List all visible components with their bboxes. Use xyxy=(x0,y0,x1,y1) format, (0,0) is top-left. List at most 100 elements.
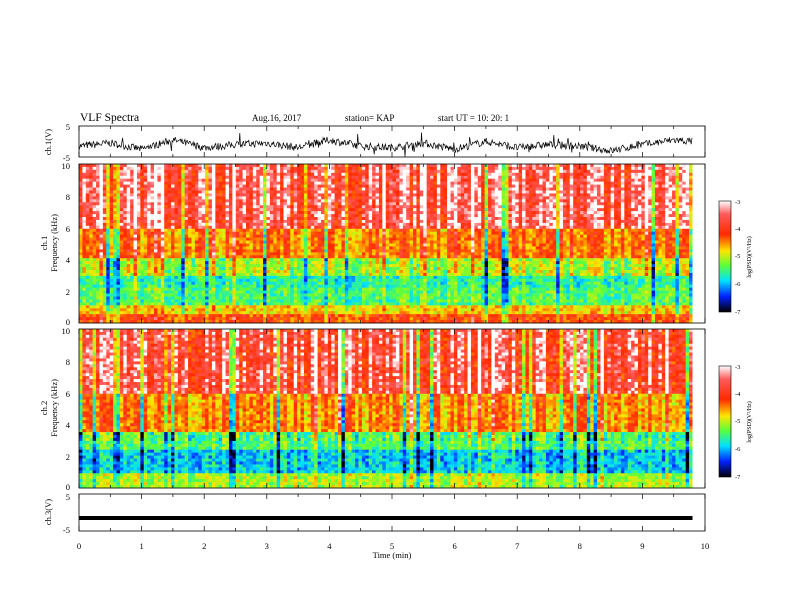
ch1-spectrogram-cell xyxy=(127,185,131,188)
ch1-spectrogram-cell xyxy=(116,238,120,241)
ch1-spectrogram-cell xyxy=(536,193,540,196)
ch1-spectrogram-cell xyxy=(130,229,134,232)
ch1-spectrogram-cell xyxy=(577,205,581,208)
ch1-spectrogram-cell xyxy=(655,182,659,185)
ch1-spectrogram-cell xyxy=(277,241,281,244)
ch1-spectrogram-cell xyxy=(573,238,577,241)
ch1-spectrogram-cell xyxy=(232,191,236,194)
ch1-spectrogram-cell xyxy=(604,241,608,244)
ch1-spectrogram-cell xyxy=(624,199,628,202)
ch1-spectrogram-cell xyxy=(396,220,400,223)
ch1-spectrogram-cell xyxy=(485,244,489,247)
ch1-spectrogram-cell xyxy=(321,220,325,223)
ch1-spectrogram-cell xyxy=(440,238,444,241)
ch1-spectrogram-cell xyxy=(536,167,540,170)
ch1-spectrogram-cell xyxy=(185,193,189,196)
ch1-spectrogram-cell xyxy=(461,179,465,182)
ch1-spectrogram-cell xyxy=(147,223,151,226)
ch1-spectrogram-cell xyxy=(307,182,311,185)
ch1-spectrogram-cell xyxy=(495,196,499,199)
ch1-spectrogram-cell xyxy=(151,229,155,232)
ch1-spectrogram-cell xyxy=(82,167,86,170)
ch1-spectrogram-cell xyxy=(287,193,291,196)
ch1-spectrogram-cell xyxy=(290,217,294,220)
ch1-spectrogram-cell xyxy=(89,220,93,223)
ch1-spectrogram-cell xyxy=(600,232,604,235)
ch1-spectrogram-cell xyxy=(243,241,247,244)
ch1-spectrogram-cell xyxy=(219,199,223,202)
ch1-spectrogram-cell xyxy=(648,235,652,238)
ch1-spectrogram-cell xyxy=(485,241,489,244)
ch1-spectrogram-cell xyxy=(318,235,322,238)
ch1-spectrogram-cell xyxy=(273,244,277,247)
ch1-spectrogram-cell xyxy=(311,196,315,199)
ch1-spectrogram-cell xyxy=(239,193,243,196)
ch1-spectrogram-cell xyxy=(563,185,567,188)
ch1-spectrogram-cell xyxy=(277,208,281,211)
ch1-spectrogram-cell xyxy=(287,244,291,247)
ch1-spectrogram-cell xyxy=(341,226,345,229)
ch1-spectrogram-cell xyxy=(590,205,594,208)
ch1-spectrogram-cell xyxy=(294,214,298,217)
ch1-spectrogram-cell xyxy=(355,223,359,226)
ch1-spectrogram-cell xyxy=(171,232,175,235)
ch1-spectrogram-cell xyxy=(635,226,639,229)
ch1-spectrogram-cell xyxy=(393,208,397,211)
ch1-spectrogram-cell xyxy=(573,229,577,232)
ch1-spectrogram-cell xyxy=(648,170,652,173)
ch1-spectrogram-cell xyxy=(631,170,635,173)
ch1-spectrogram-cell xyxy=(669,196,673,199)
ch1-spectrogram-cell xyxy=(474,199,478,202)
ch1-spectrogram-cell xyxy=(219,173,223,176)
ch1-spectrogram-cell xyxy=(413,164,417,167)
ch1-spectrogram-cell xyxy=(498,241,502,244)
ch1-spectrogram-cell xyxy=(263,226,267,229)
ch1-spectrogram-cell xyxy=(662,193,666,196)
ch1-spectrogram-cell xyxy=(106,217,110,220)
ch1-spectrogram-cell xyxy=(549,182,553,185)
ch1-spectrogram-cell xyxy=(621,185,625,188)
ch1-spectrogram-cell xyxy=(246,182,250,185)
ch1-spectrogram-cell xyxy=(410,164,414,167)
ch1-spectrogram-cell xyxy=(253,185,257,188)
ch1-spectrogram-cell xyxy=(665,202,669,205)
ch1-spectrogram-cell xyxy=(403,182,407,185)
ch1-spectrogram-cell xyxy=(365,217,369,220)
ch1-spectrogram-cell xyxy=(226,220,230,223)
ch1-spectrogram-cell xyxy=(682,241,686,244)
ch1-spectrogram-cell xyxy=(120,220,124,223)
ch1-spectrogram-cell xyxy=(82,223,86,226)
ch1-spectrogram-cell xyxy=(341,235,345,238)
ch1-spectrogram-cell xyxy=(461,170,465,173)
ch1-spectrogram-cell xyxy=(655,223,659,226)
ch1-spectrogram-cell xyxy=(689,185,693,188)
ch1-spectrogram-cell xyxy=(556,223,560,226)
ch1-spectrogram-cell xyxy=(478,199,482,202)
ch1-spectrogram-cell xyxy=(130,199,134,202)
ch1-spectrogram-cell xyxy=(355,188,359,191)
ch1-spectrogram-cell xyxy=(587,182,591,185)
ch1-spectrogram-cell xyxy=(372,173,376,176)
ch1-spectrogram-cell xyxy=(471,244,475,247)
ch1-spectrogram-cell xyxy=(464,223,468,226)
ch1-spectrogram-cell xyxy=(611,223,615,226)
ch1-spectrogram-cell xyxy=(447,199,451,202)
ch1-spectrogram-cell xyxy=(314,202,318,205)
ch1-spectrogram-cell xyxy=(134,176,138,179)
ch1-spectrogram-cell xyxy=(89,211,93,214)
ch1-spectrogram-cell xyxy=(174,241,178,244)
ch1-spectrogram-cell xyxy=(675,217,679,220)
ch1-spectrogram-cell xyxy=(161,173,165,176)
ch1-spectrogram-cell xyxy=(86,196,90,199)
ch1-spectrogram-cell xyxy=(468,185,472,188)
ch1-spectrogram-cell xyxy=(266,226,270,229)
ch1-spectrogram-cell xyxy=(168,208,172,211)
ch1-spectrogram-cell xyxy=(116,199,120,202)
ch1-spectrogram-cell xyxy=(546,193,550,196)
ch1-spectrogram-cell xyxy=(99,179,103,182)
ch1-spectrogram-cell xyxy=(682,202,686,205)
ch1-spectrogram-cell xyxy=(178,238,182,241)
ch1-spectrogram-cell xyxy=(140,208,144,211)
ch1-spectrogram-cell xyxy=(301,232,305,235)
ch1-spectrogram-cell xyxy=(144,193,148,196)
